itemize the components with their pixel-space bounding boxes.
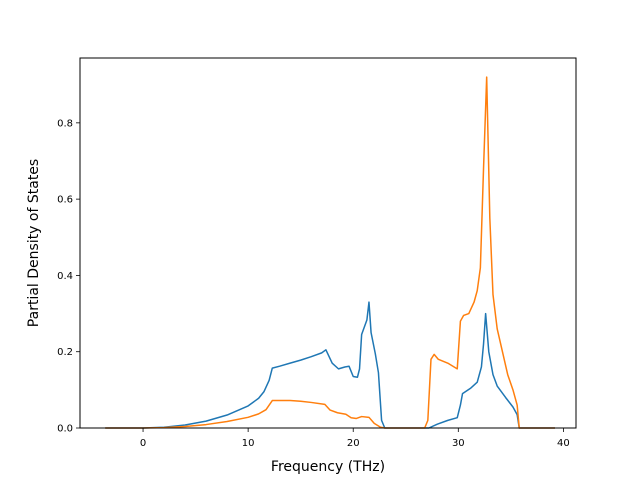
x-axis-label: Frequency (THz) <box>271 459 385 475</box>
y-tick-label: 0.0 <box>57 424 73 435</box>
plot-area <box>80 58 576 428</box>
y-tick-label: 0.2 <box>57 347 73 358</box>
x-tick-label: 20 <box>347 438 360 449</box>
x-tick-label: 30 <box>452 438 465 449</box>
plot-frame <box>79 57 577 429</box>
x-tick-label: 0 <box>140 438 146 449</box>
y-axis-ticks: 0.0 0.2 0.4 0.6 0.8 <box>57 118 80 435</box>
series-line-1 <box>105 301 555 429</box>
y-axis-label: Partial Density of States <box>26 159 42 327</box>
y-tick-label: 0.6 <box>57 195 73 206</box>
x-tick-label: 10 <box>242 438 255 449</box>
y-tick-label: 0.8 <box>57 118 73 129</box>
x-tick-label: 40 <box>557 438 570 449</box>
y-tick-label: 0.4 <box>57 271 73 282</box>
x-axis-ticks: 0 10 20 30 40 <box>140 428 570 449</box>
